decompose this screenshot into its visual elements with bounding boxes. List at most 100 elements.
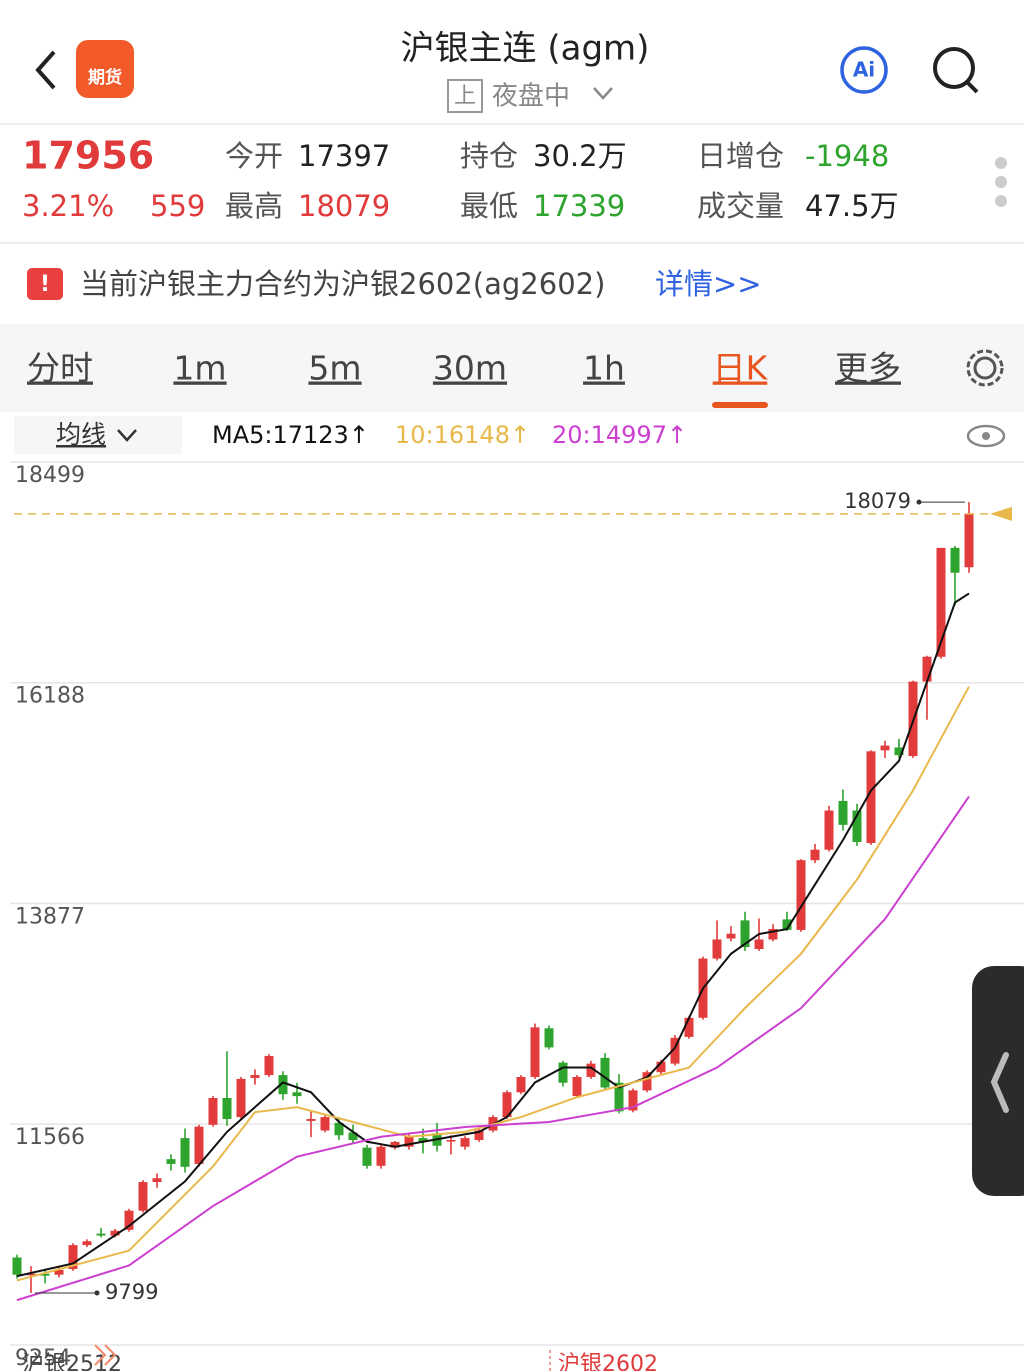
candle-body	[236, 1078, 246, 1118]
candle-body	[670, 1037, 680, 1064]
tab[interactable]: 1h	[583, 349, 625, 388]
tab[interactable]: 更多	[835, 349, 901, 388]
candle-body	[796, 860, 806, 930]
candle-body	[222, 1098, 232, 1120]
candle-body	[152, 1178, 162, 1183]
candle-body	[320, 1117, 330, 1131]
candle-body	[376, 1146, 386, 1166]
side-handle[interactable]	[972, 966, 1024, 1196]
candle-body	[740, 920, 750, 948]
contract-label: 沪银2602	[558, 1352, 658, 1371]
candle-body	[138, 1182, 148, 1211]
ai-label: Ai	[853, 58, 875, 82]
candle-body	[614, 1082, 624, 1112]
high: 18079	[298, 189, 390, 223]
back-button[interactable]	[35, 50, 56, 90]
open: 17397	[298, 139, 390, 173]
tab[interactable]: 分时	[27, 349, 93, 388]
candle-body	[572, 1076, 582, 1097]
ma-arrow	[117, 429, 137, 442]
candle-body	[96, 1233, 106, 1236]
candle-body	[964, 513, 974, 568]
candle-body	[516, 1076, 526, 1093]
candle-body	[768, 928, 778, 940]
low: 17339	[533, 189, 625, 223]
price: 17956	[22, 134, 154, 178]
candle-body	[264, 1055, 274, 1076]
candle-body	[726, 933, 736, 939]
status[interactable]: 夜盘中	[492, 82, 570, 112]
app-logo[interactable]	[76, 40, 134, 98]
notice-link[interactable]: 详情>>	[655, 267, 762, 301]
candle-body	[894, 747, 904, 756]
eye-icon[interactable]	[966, 424, 1006, 448]
candle-body	[656, 1061, 666, 1073]
candle-body	[208, 1098, 218, 1125]
candle-body	[838, 800, 848, 825]
badge: 上	[454, 84, 476, 109]
hold: 30.2万	[533, 139, 627, 173]
tab[interactable]: 日K	[713, 349, 769, 388]
low-label: 最低	[460, 189, 518, 223]
candle-body	[460, 1138, 470, 1147]
low-dot	[94, 1290, 100, 1296]
notice-icon	[27, 268, 63, 300]
candle-body	[782, 919, 792, 930]
eye-pupil	[982, 432, 990, 440]
candle-body	[82, 1241, 92, 1246]
candle-body	[418, 1138, 428, 1142]
ai-button[interactable]	[840, 46, 888, 94]
candle-body	[642, 1072, 652, 1091]
ma20-label: 20:14997↑	[552, 421, 687, 449]
candle-body	[712, 939, 722, 959]
more-menu[interactable]	[995, 157, 1007, 207]
candle-body	[334, 1122, 344, 1136]
ma-selector[interactable]: 均线	[56, 420, 106, 449]
hold-label: 持仓	[460, 139, 518, 173]
y-tick-label: 16188	[15, 684, 85, 709]
low-label: 9799	[105, 1280, 158, 1304]
ma-line	[16, 795, 970, 1302]
candle-body	[180, 1138, 190, 1167]
search-button[interactable]	[933, 47, 975, 89]
candle-body	[558, 1062, 568, 1083]
ma5-label: MA5:17123↑	[212, 421, 369, 449]
candle-body	[12, 1257, 22, 1275]
settings-gear	[966, 349, 1004, 387]
inc: -1948	[805, 139, 889, 173]
settings-icon[interactable]	[973, 356, 997, 380]
candle-body	[866, 751, 876, 843]
candle-body	[278, 1075, 288, 1095]
notice-text: 当前沪银主力合约为沪银2602(ag2602)	[80, 267, 605, 301]
side-handle-arrow	[990, 1052, 1009, 1113]
dropdown-arrow	[593, 87, 613, 100]
tab[interactable]: 30m	[433, 349, 507, 388]
candle-body	[950, 547, 960, 573]
y-tick-label: 13877	[15, 904, 85, 929]
title: 沪银主连 (agm)	[401, 29, 650, 69]
candle-body	[922, 656, 932, 682]
candle-body	[348, 1132, 358, 1141]
candle-body	[684, 1017, 694, 1037]
high-dot	[916, 499, 922, 505]
candle-body	[194, 1126, 204, 1164]
ma-line	[16, 592, 970, 1278]
candle-body	[306, 1119, 316, 1121]
badge-box	[447, 79, 483, 113]
candle-body	[544, 1028, 554, 1048]
ma10-label: 10:16148↑	[395, 421, 530, 449]
candle-body	[474, 1130, 484, 1141]
y-tick-label: 11566	[15, 1125, 85, 1150]
tab[interactable]: 1m	[173, 349, 226, 388]
vol-label: 成交量	[697, 189, 784, 223]
candle-body	[40, 1273, 50, 1276]
scroll-hint[interactable]	[94, 1344, 117, 1366]
candle-body	[530, 1027, 540, 1077]
candle-body	[628, 1090, 638, 1111]
candle-body	[852, 810, 862, 843]
candle-body	[68, 1245, 78, 1269]
candle-body	[754, 939, 764, 950]
tab-indicator	[712, 402, 768, 408]
tab[interactable]: 5m	[308, 349, 361, 388]
y-tick-label: 18499	[15, 463, 85, 488]
